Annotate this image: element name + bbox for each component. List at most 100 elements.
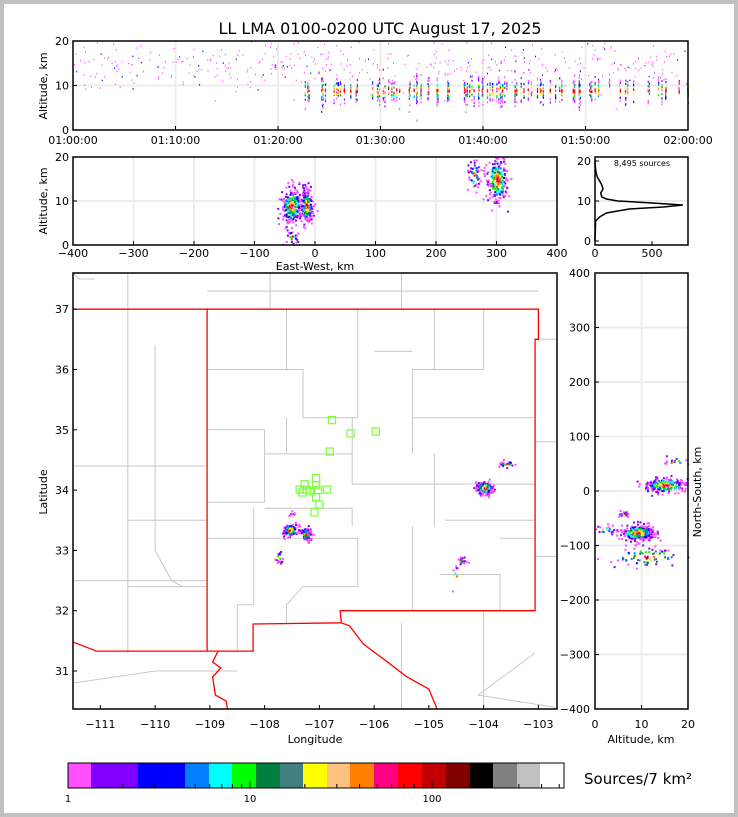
source-point bbox=[350, 94, 352, 97]
source-point bbox=[307, 182, 310, 185]
source-point bbox=[619, 90, 621, 93]
source-point bbox=[497, 199, 500, 202]
source-point bbox=[237, 54, 239, 56]
source-point bbox=[333, 85, 335, 87]
lma-station-marker bbox=[311, 481, 321, 490]
source-point bbox=[627, 530, 630, 533]
source-point bbox=[502, 157, 505, 160]
source-point bbox=[285, 219, 288, 222]
source-point bbox=[490, 490, 493, 493]
source-point bbox=[579, 97, 581, 100]
source-point bbox=[99, 87, 101, 89]
source-point bbox=[663, 78, 665, 81]
source-point bbox=[416, 95, 418, 98]
source-point bbox=[83, 74, 85, 76]
source-point bbox=[313, 533, 315, 536]
source-point bbox=[301, 205, 304, 208]
source-point bbox=[650, 559, 652, 562]
source-point bbox=[502, 89, 504, 92]
source-point bbox=[664, 487, 667, 489]
source-point bbox=[297, 525, 300, 528]
source-point bbox=[514, 84, 516, 87]
source-point bbox=[409, 83, 411, 86]
source-point bbox=[514, 93, 516, 96]
source-point bbox=[604, 42, 606, 45]
source-point bbox=[274, 66, 276, 68]
source-point bbox=[384, 85, 386, 88]
source-point bbox=[303, 51, 305, 53]
source-point bbox=[492, 166, 495, 169]
source-point bbox=[379, 88, 381, 91]
source-point bbox=[474, 481, 477, 484]
y-tick-label: 35 bbox=[55, 424, 69, 437]
source-point bbox=[483, 175, 486, 177]
source-point bbox=[540, 83, 542, 86]
source-point bbox=[486, 492, 489, 495]
source-point bbox=[322, 96, 324, 99]
y-tick-label: 33 bbox=[55, 544, 69, 557]
source-point bbox=[648, 551, 651, 554]
source-point bbox=[299, 215, 302, 218]
source-point bbox=[625, 88, 627, 91]
source-point bbox=[333, 102, 335, 105]
source-point bbox=[290, 52, 292, 55]
source-point bbox=[633, 100, 635, 103]
source-point bbox=[221, 49, 223, 51]
source-point bbox=[574, 80, 576, 83]
source-point bbox=[471, 99, 473, 102]
source-point bbox=[321, 80, 323, 83]
source-point bbox=[563, 57, 565, 59]
source-point bbox=[498, 465, 501, 468]
source-point bbox=[523, 94, 525, 97]
source-point bbox=[80, 60, 82, 62]
source-point bbox=[416, 102, 418, 105]
source-point bbox=[514, 91, 516, 94]
source-point bbox=[619, 100, 621, 103]
source-point bbox=[293, 201, 296, 204]
source-point bbox=[428, 90, 430, 93]
source-point bbox=[293, 196, 295, 199]
source-point bbox=[285, 241, 288, 243]
source-point bbox=[676, 481, 679, 484]
source-point bbox=[505, 463, 508, 466]
source-point bbox=[258, 62, 260, 64]
source-point bbox=[530, 83, 532, 86]
source-point bbox=[578, 108, 581, 111]
source-point bbox=[464, 100, 466, 103]
source-point bbox=[498, 196, 501, 199]
source-point bbox=[437, 94, 439, 97]
source-point bbox=[496, 90, 498, 93]
source-point bbox=[309, 203, 312, 206]
source-point bbox=[294, 526, 297, 529]
x-tick-label: −108 bbox=[250, 718, 280, 731]
source-point bbox=[282, 73, 284, 75]
source-point bbox=[681, 482, 684, 485]
source-point bbox=[578, 82, 580, 85]
source-point bbox=[465, 88, 467, 91]
source-point bbox=[355, 90, 357, 93]
source-point bbox=[637, 83, 639, 85]
source-point bbox=[619, 534, 622, 537]
colorbar-tick-label: 100 bbox=[422, 794, 441, 805]
source-point bbox=[645, 64, 647, 67]
source-point bbox=[677, 485, 680, 487]
source-point bbox=[491, 181, 494, 184]
source-point bbox=[502, 101, 504, 104]
source-point bbox=[498, 82, 500, 84]
source-point bbox=[506, 170, 509, 173]
source-point bbox=[491, 487, 494, 490]
y-tick-label: 0 bbox=[62, 124, 69, 137]
source-point bbox=[349, 72, 351, 74]
source-point bbox=[289, 193, 292, 196]
source-point bbox=[668, 490, 671, 493]
source-point bbox=[475, 169, 478, 172]
source-point bbox=[278, 556, 281, 559]
source-point bbox=[482, 78, 484, 81]
source-point bbox=[478, 86, 480, 89]
source-point bbox=[96, 72, 98, 75]
source-point bbox=[83, 46, 85, 48]
source-point bbox=[660, 77, 661, 79]
source-point bbox=[322, 106, 324, 109]
source-point bbox=[681, 487, 684, 490]
source-point bbox=[384, 92, 386, 95]
